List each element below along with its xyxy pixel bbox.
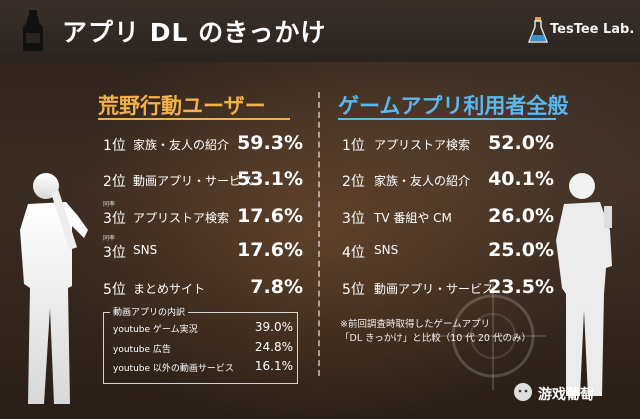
reason-label: アプリストア検索: [374, 138, 471, 152]
player-silhouette-right-icon: [556, 173, 612, 396]
page-title: アプリ DL のきっかけ: [62, 18, 327, 47]
reason-label: 家族・友人の紹介: [374, 174, 471, 188]
footnote-line: ※前回調査時取得したゲームアプリ: [340, 319, 491, 330]
percent-value: 26.0%: [488, 205, 554, 227]
rank: 5位: [103, 282, 126, 298]
breakdown-box: [103, 312, 298, 384]
right-row: 2位 家族・友人の紹介 40.1%: [342, 168, 554, 192]
flask-logo-icon: [528, 17, 548, 43]
rank: 4位: [342, 245, 365, 261]
left-row: 2位 動画アプリ・サービス 53.1%: [103, 168, 303, 192]
header-bar: アプリ DL のきっかけ TesTee Lab.: [0, 0, 640, 62]
reason-label: 動画アプリ・サービス: [374, 282, 495, 296]
percent-value: 17.6%: [237, 205, 303, 227]
wechat-icon: [514, 383, 532, 401]
reason-label: TV 番組や CM: [374, 211, 452, 225]
right-row: 3位 TV 番組や CM 26.0%: [342, 205, 554, 229]
footnote-line: 「DL きっかけ」と比較（10 代 20 代のみ）: [340, 333, 531, 344]
percent-value: 23.5%: [488, 276, 554, 298]
breakdown-row: youtube 以外の動画サービス 16.1%: [113, 359, 293, 375]
tie-badge: 同率: [103, 235, 116, 242]
breakdown-value: 24.8%: [254, 340, 293, 354]
breakdown-title: 動画アプリの内訳: [110, 305, 189, 318]
right-row: 4位 SNS 25.0%: [342, 239, 554, 263]
breakdown-label: youtube 以外の動画サービス: [113, 364, 234, 374]
left-row: 同率 3位 アプリストア検索 17.6%: [103, 201, 303, 229]
percent-value: 25.0%: [488, 239, 554, 261]
rank: 1位: [342, 138, 365, 154]
right-row: 5位 動画アプリ・サービス 23.5%: [342, 276, 554, 300]
left-column-title: 荒野行動ユーザー: [98, 94, 266, 118]
left-title-underline: [98, 118, 290, 120]
reason-label: SNS: [133, 243, 158, 257]
breakdown-value: 16.1%: [254, 359, 293, 373]
brand-name: TesTee Lab.: [550, 22, 635, 37]
watermark: 游戏葡萄: [538, 387, 594, 403]
rank: 5位: [342, 282, 365, 298]
bottle-icon: [23, 10, 43, 51]
right-column-title: ゲームアプリ利用者全般: [338, 94, 569, 118]
right-title-underline: [338, 118, 556, 120]
reason-label: まとめサイト: [133, 282, 206, 296]
left-row: 1位 家族・友人の紹介 59.3%: [103, 132, 303, 156]
rank: 1位: [103, 138, 126, 154]
breakdown-value: 39.0%: [254, 320, 293, 334]
percent-value: 59.3%: [237, 132, 303, 154]
rank: 2位: [342, 174, 365, 190]
reason-label: 動画アプリ・サービス: [133, 174, 254, 188]
breakdown-label: youtube 広告: [113, 345, 171, 355]
reason-label: SNS: [374, 243, 399, 257]
left-row: 5位 まとめサイト 7.8%: [103, 276, 303, 300]
rank: 2位: [103, 174, 126, 190]
column-divider: [318, 92, 320, 376]
rank: 3位: [103, 211, 126, 227]
percent-value: 40.1%: [488, 168, 554, 190]
crosshair-icon: [440, 283, 546, 390]
breakdown-label: youtube ゲーム実況: [113, 325, 198, 335]
reason-label: 家族・友人の紹介: [133, 138, 230, 152]
percent-value: 17.6%: [237, 239, 303, 261]
player-silhouette-left-icon: [20, 173, 88, 404]
percent-value: 7.8%: [250, 276, 303, 298]
rank: 3位: [342, 211, 365, 227]
reason-label: アプリストア検索: [133, 211, 230, 225]
right-row: 1位 アプリストア検索 52.0%: [342, 132, 554, 156]
breakdown-row: youtube ゲーム実況 39.0%: [113, 320, 293, 336]
percent-value: 52.0%: [488, 132, 554, 154]
percent-value: 53.1%: [237, 168, 303, 190]
rank: 3位: [103, 245, 126, 261]
breakdown-row: youtube 広告 24.8%: [113, 340, 293, 356]
tie-badge: 同率: [103, 201, 116, 208]
left-row: 同率 3位 SNS 17.6%: [103, 235, 303, 263]
